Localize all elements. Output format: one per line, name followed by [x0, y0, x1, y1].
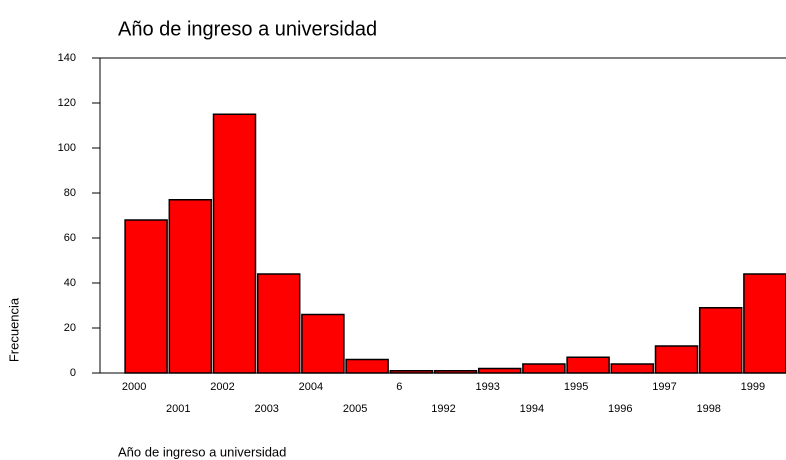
bar: [301, 313, 345, 374]
y-tick-label: 60: [64, 232, 76, 244]
bar: [168, 199, 213, 374]
bar: [698, 307, 743, 374]
x-tick-label: 2004: [299, 381, 323, 393]
x-axis-label: Año de ingreso a universidad: [118, 444, 286, 459]
bar: [477, 367, 522, 374]
bar: [124, 219, 168, 374]
x-tick-label: 2001: [166, 403, 190, 415]
y-tick-label: 20: [64, 322, 76, 334]
y-tick-label: 40: [64, 277, 76, 289]
bar: [433, 370, 478, 374]
x-tick-label: 2005: [343, 403, 367, 415]
x-tick-label: 1997: [652, 381, 676, 393]
chart-title: Año de ingreso a universidad: [118, 18, 377, 40]
x-tick-label: 2000: [122, 381, 146, 393]
x-tick-label: 1992: [431, 403, 455, 415]
x-tick-label: 2003: [254, 403, 278, 415]
bar: [743, 273, 786, 374]
x-tick-label: 1993: [475, 381, 499, 393]
bar: [566, 356, 610, 374]
x-tick-label: 1994: [520, 403, 544, 415]
y-tick-label: 0: [70, 367, 76, 379]
x-tick-label: 2002: [210, 381, 234, 393]
bar: [256, 273, 301, 374]
y-tick-label: 120: [58, 97, 76, 109]
y-tick-label: 100: [58, 142, 76, 154]
x-tick-label: 1996: [608, 403, 632, 415]
bar: [610, 363, 655, 374]
bar: [345, 358, 389, 374]
x-tick-label: 1998: [696, 403, 720, 415]
x-tick-label: 6: [396, 381, 402, 393]
y-tick-label: 80: [64, 187, 76, 199]
x-tick-label: 1999: [741, 381, 765, 393]
x-tick-label: 1995: [564, 381, 588, 393]
bar: [212, 113, 257, 374]
y-tick-label: 140: [58, 52, 76, 64]
bar: [522, 363, 566, 374]
bar: [389, 370, 434, 374]
y-axis-label: Frecuencia: [6, 297, 21, 362]
bar: [654, 345, 699, 374]
